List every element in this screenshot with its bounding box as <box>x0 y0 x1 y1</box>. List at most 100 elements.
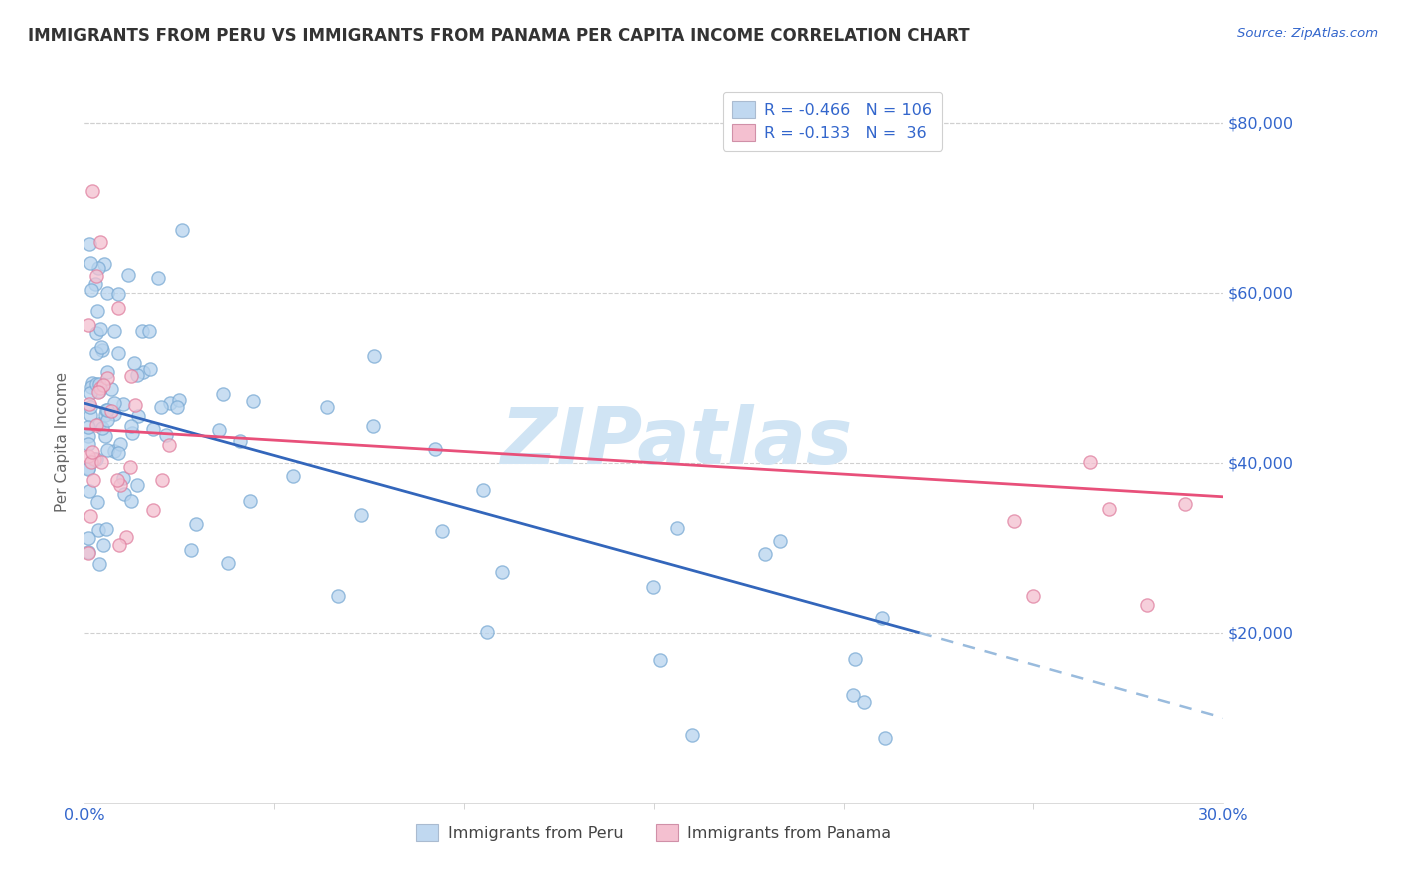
Point <box>79 408 101 422</box>
Text: ZIPatlas: ZIPatlas <box>501 403 852 480</box>
Point <box>80 445 103 459</box>
Point <box>77 484 100 499</box>
Point <box>77 237 100 252</box>
Point <box>84 326 107 341</box>
Point <box>108 478 131 492</box>
Point <box>94 403 117 417</box>
Point <box>86 346 108 360</box>
Point <box>150 473 173 487</box>
Point <box>107 346 129 360</box>
Point <box>80 455 103 469</box>
Y-axis label: Per Capita Income: Per Capita Income <box>55 371 70 512</box>
Point <box>107 446 129 460</box>
Point <box>139 362 162 376</box>
Point <box>84 418 107 433</box>
Point <box>1004 514 1026 528</box>
Point <box>328 589 350 603</box>
Point <box>105 473 128 487</box>
Point <box>77 318 100 332</box>
Point <box>316 400 339 414</box>
Point <box>491 565 513 579</box>
Point <box>90 455 112 469</box>
Point <box>423 442 446 457</box>
Point <box>77 460 100 475</box>
Point <box>96 286 118 301</box>
Text: Source: ZipAtlas.com: Source: ZipAtlas.com <box>1237 27 1378 40</box>
Point <box>77 450 100 464</box>
Point <box>112 471 135 485</box>
Point <box>100 382 122 396</box>
Point <box>103 444 125 458</box>
Point <box>77 462 100 476</box>
Point <box>87 376 110 391</box>
Point <box>148 271 170 285</box>
Point <box>79 509 101 524</box>
Point <box>79 400 101 414</box>
Point <box>107 301 129 315</box>
Point <box>114 530 136 544</box>
Point <box>167 393 190 408</box>
Point <box>79 256 101 270</box>
Point <box>91 538 114 552</box>
Point <box>103 407 125 421</box>
Point <box>79 385 101 400</box>
Point <box>96 413 118 427</box>
Point <box>120 369 142 384</box>
Point <box>207 423 229 437</box>
Point <box>89 235 111 249</box>
Point <box>242 394 264 409</box>
Point <box>89 322 111 336</box>
Point <box>94 522 117 536</box>
Point <box>142 422 165 436</box>
Point <box>77 437 100 451</box>
Point <box>363 349 385 363</box>
Point <box>86 524 108 538</box>
Point <box>155 428 177 442</box>
Point <box>180 543 202 558</box>
Point <box>125 368 148 382</box>
Point <box>853 695 876 709</box>
Point <box>90 340 112 354</box>
Point <box>91 378 114 392</box>
Point <box>1080 455 1102 469</box>
Point <box>96 403 118 417</box>
Point <box>96 365 118 379</box>
Point <box>86 304 108 318</box>
Point <box>150 400 173 414</box>
Point <box>77 429 100 443</box>
Point <box>184 517 207 532</box>
Point <box>127 478 149 492</box>
Point <box>212 387 235 401</box>
Point <box>350 508 373 522</box>
Point <box>96 371 118 385</box>
Point <box>90 421 112 435</box>
Text: IMMIGRANTS FROM PERU VS IMMIGRANTS FROM PANAMA PER CAPITA INCOME CORRELATION CHA: IMMIGRANTS FROM PERU VS IMMIGRANTS FROM … <box>28 27 970 45</box>
Point <box>1098 502 1121 516</box>
Point <box>89 417 111 431</box>
Point <box>110 437 132 451</box>
Point <box>650 652 672 666</box>
Point <box>471 483 494 497</box>
Point <box>172 223 194 237</box>
Point <box>111 397 134 411</box>
Point <box>86 494 108 508</box>
Point <box>77 531 100 545</box>
Point <box>121 425 143 440</box>
Point <box>112 486 135 500</box>
Point <box>120 419 142 434</box>
Point <box>142 502 165 516</box>
Point <box>90 343 112 357</box>
Point <box>643 580 665 594</box>
Point <box>87 260 110 275</box>
Point <box>84 451 107 466</box>
Point <box>1136 599 1159 613</box>
Point <box>875 731 897 745</box>
Point <box>80 184 103 198</box>
Point <box>844 651 866 665</box>
Point <box>89 384 111 398</box>
Point <box>769 533 792 548</box>
Point <box>103 324 125 338</box>
Point <box>94 409 117 423</box>
Point <box>77 546 100 560</box>
Point <box>842 688 865 702</box>
